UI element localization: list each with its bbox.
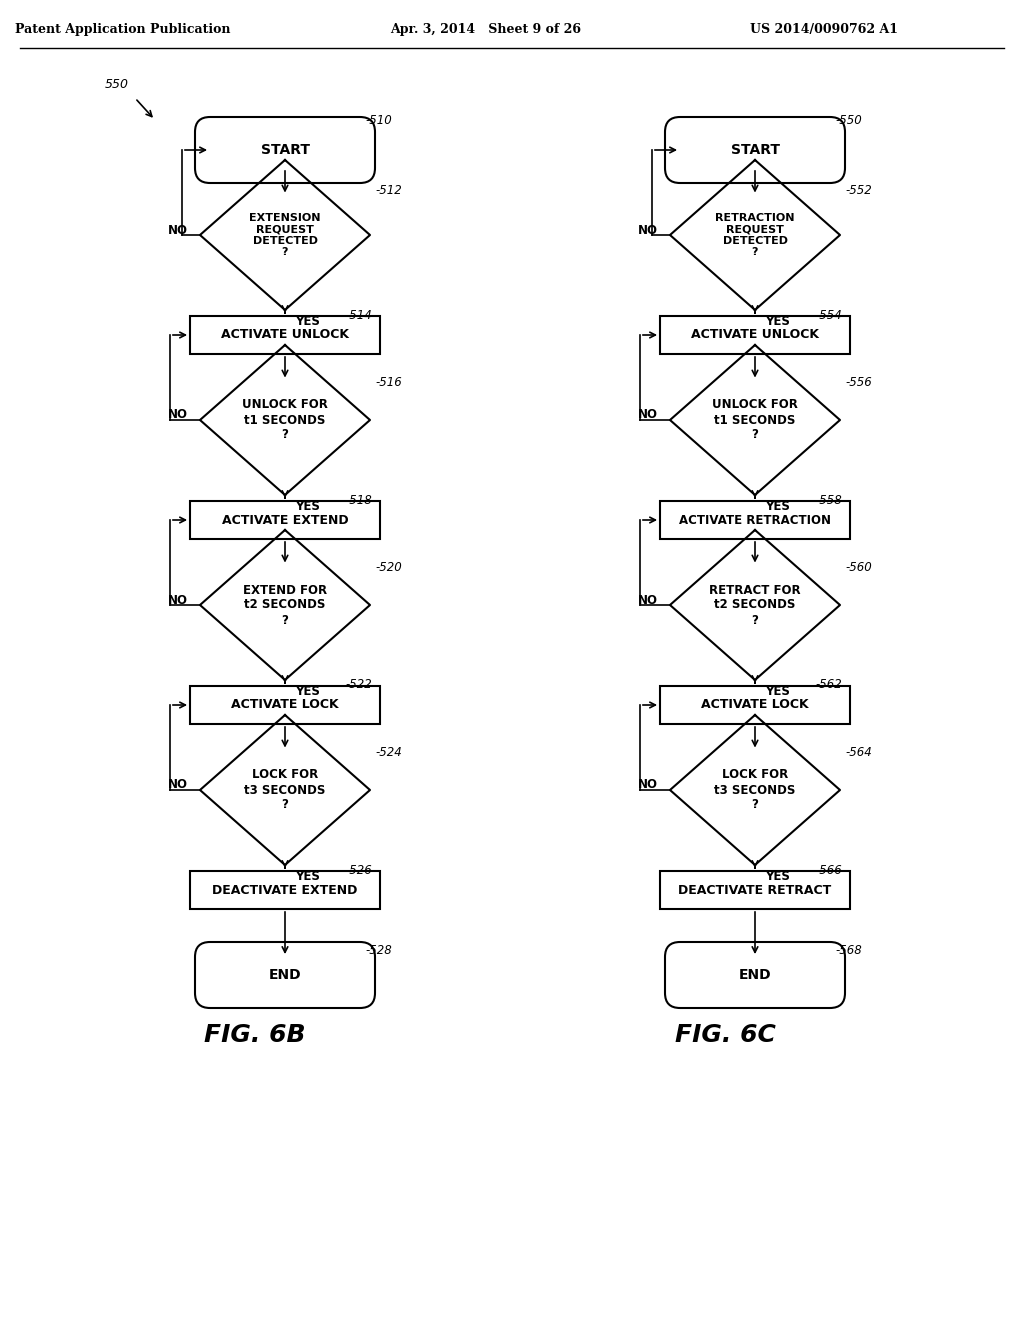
Text: ACTIVATE LOCK: ACTIVATE LOCK [231,698,339,711]
Text: END: END [268,968,301,982]
Text: YES: YES [765,870,790,883]
Text: NO: NO [638,779,658,792]
Text: RETRACT FOR
t2 SECONDS
?: RETRACT FOR t2 SECONDS ? [710,583,801,627]
Text: UNLOCK FOR
t1 SECONDS
?: UNLOCK FOR t1 SECONDS ? [712,399,798,441]
Bar [660,502,850,539]
Text: DEACTIVATE RETRACT: DEACTIVATE RETRACT [678,883,831,896]
FancyBboxPatch shape [665,942,845,1008]
Text: -558: -558 [815,494,842,507]
FancyBboxPatch shape [665,117,845,183]
FancyBboxPatch shape [195,942,375,1008]
Text: ACTIVATE RETRACTION: ACTIVATE RETRACTION [679,513,831,527]
Text: ACTIVATE UNLOCK: ACTIVATE UNLOCK [691,329,819,342]
Text: LOCK FOR
t3 SECONDS
?: LOCK FOR t3 SECONDS ? [715,768,796,812]
Text: YES: YES [295,315,319,327]
Text: -560: -560 [845,561,871,574]
Text: -520: -520 [375,561,401,574]
Bar [190,502,380,539]
Text: START: START [260,143,309,157]
Text: ACTIVATE UNLOCK: ACTIVATE UNLOCK [221,329,349,342]
Text: NO: NO [168,779,188,792]
Text: 550: 550 [105,78,129,91]
Bar [190,315,380,354]
Text: NO: NO [168,408,188,421]
Text: FIG. 6B: FIG. 6B [204,1023,306,1047]
Bar [660,315,850,354]
Text: EXTENSION
REQUEST
DETECTED
?: EXTENSION REQUEST DETECTED ? [249,213,321,257]
Text: -510: -510 [365,114,392,127]
Text: -512: -512 [375,183,401,197]
Text: Apr. 3, 2014   Sheet 9 of 26: Apr. 3, 2014 Sheet 9 of 26 [390,24,581,37]
Text: -528: -528 [365,944,392,957]
Text: -552: -552 [845,183,871,197]
Text: -562: -562 [815,678,842,692]
Text: YES: YES [765,685,790,698]
Text: -550: -550 [835,114,862,127]
Bar [660,871,850,909]
Text: -516: -516 [375,376,401,389]
Text: ACTIVATE LOCK: ACTIVATE LOCK [701,698,809,711]
Text: RETRACTION
REQUEST
DETECTED
?: RETRACTION REQUEST DETECTED ? [715,213,795,257]
Text: NO: NO [638,223,658,236]
Text: Patent Application Publication: Patent Application Publication [15,24,230,37]
Text: ACTIVATE EXTEND: ACTIVATE EXTEND [221,513,348,527]
Bar [660,686,850,723]
Text: DEACTIVATE EXTEND: DEACTIVATE EXTEND [212,883,357,896]
Text: -564: -564 [845,746,871,759]
Text: YES: YES [765,315,790,327]
Text: -514: -514 [345,309,372,322]
Text: EXTEND FOR
t2 SECONDS
?: EXTEND FOR t2 SECONDS ? [243,583,327,627]
Text: START: START [730,143,779,157]
Bar [190,871,380,909]
Text: NO: NO [638,408,658,421]
Text: NO: NO [168,223,188,236]
Text: NO: NO [638,594,658,606]
Text: -554: -554 [815,309,842,322]
FancyBboxPatch shape [195,117,375,183]
Text: -526: -526 [345,863,372,876]
Text: YES: YES [295,685,319,698]
Text: YES: YES [295,870,319,883]
Text: UNLOCK FOR
t1 SECONDS
?: UNLOCK FOR t1 SECONDS ? [242,399,328,441]
Text: LOCK FOR
t3 SECONDS
?: LOCK FOR t3 SECONDS ? [245,768,326,812]
Text: YES: YES [765,500,790,513]
Text: -522: -522 [345,678,372,692]
Text: -518: -518 [345,494,372,507]
Text: NO: NO [168,594,188,606]
Text: -568: -568 [835,944,862,957]
Text: END: END [738,968,771,982]
Text: -524: -524 [375,746,401,759]
Text: FIG. 6C: FIG. 6C [675,1023,775,1047]
Bar [190,686,380,723]
Text: -566: -566 [815,863,842,876]
Text: YES: YES [295,500,319,513]
Text: -556: -556 [845,376,871,389]
Text: US 2014/0090762 A1: US 2014/0090762 A1 [750,24,898,37]
